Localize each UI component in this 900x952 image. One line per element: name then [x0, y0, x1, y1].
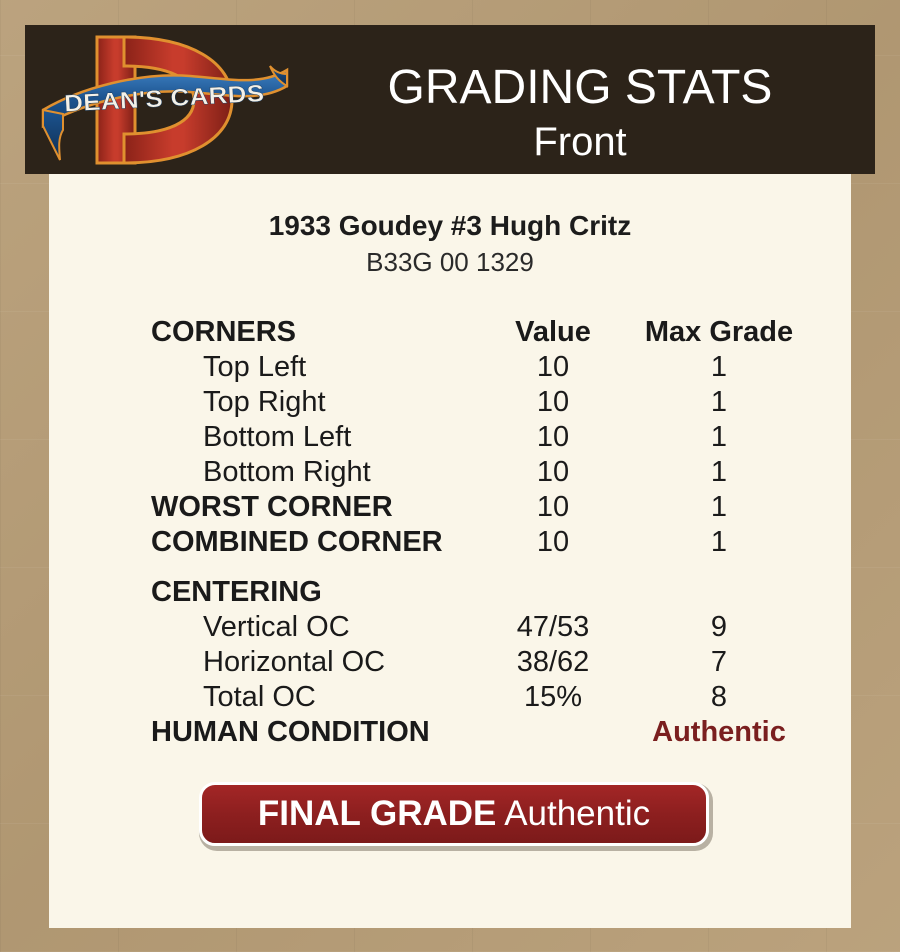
svg-text:DEAN'S CARDS: DEAN'S CARDS: [63, 80, 265, 117]
